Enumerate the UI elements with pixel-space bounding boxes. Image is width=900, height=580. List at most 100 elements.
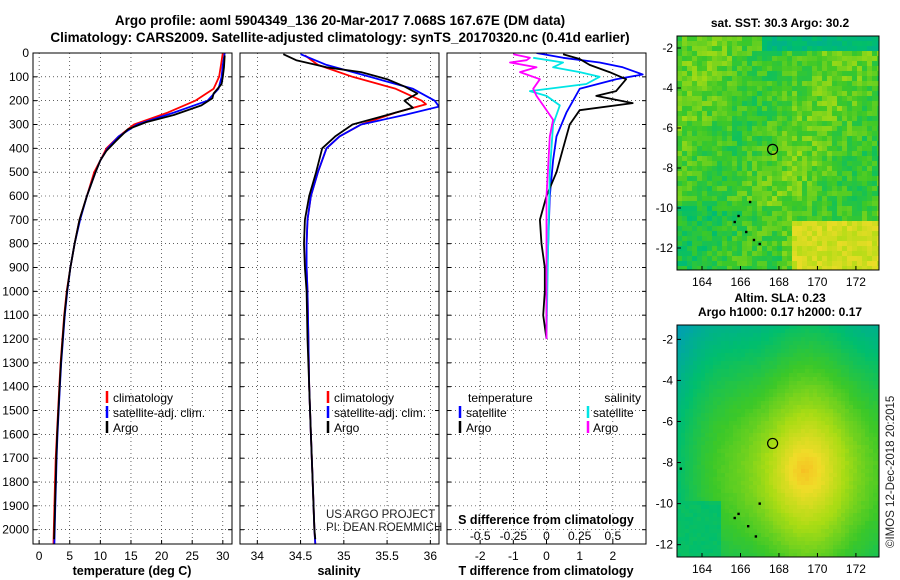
heatmap-cell (849, 385, 854, 390)
heatmap-cell (707, 136, 713, 142)
heatmap-cell (785, 469, 790, 474)
heatmap-cell (709, 481, 714, 486)
heatmap-cell (781, 441, 786, 446)
heatmap-cell (701, 509, 706, 514)
heatmap-cell (837, 141, 843, 147)
heatmap-cell (801, 377, 806, 382)
heatmap-cell (792, 126, 798, 132)
heatmap-cell (753, 513, 758, 518)
heatmap-cell (761, 425, 766, 430)
heatmap-cell (861, 469, 866, 474)
heatmap-cell (829, 433, 834, 438)
heatmap-cell (782, 226, 788, 232)
heatmap-cell (833, 469, 838, 474)
heatmap-cell (857, 151, 863, 157)
heatmap-cell (842, 261, 848, 267)
heatmap-cell (857, 206, 863, 212)
heatmap-cell (733, 413, 738, 418)
heatmap-cell (701, 341, 706, 346)
heatmap-cell (777, 161, 783, 167)
heatmap-cell (793, 429, 798, 434)
sst-map-title: sat. SST: 30.3 Argo: 30.2 (711, 16, 850, 30)
heatmap-cell (842, 131, 848, 137)
heatmap-cell (797, 141, 803, 147)
heatmap-cell (741, 377, 746, 382)
heatmap-cell (762, 71, 768, 77)
heatmap-cell (813, 513, 818, 518)
heatmap-cell (832, 71, 838, 77)
heatmap-cell (872, 76, 878, 82)
heatmap-cell (765, 473, 770, 478)
heatmap-cell (877, 533, 879, 538)
heatmap-cell (729, 493, 734, 498)
heatmap-cell (773, 457, 778, 462)
heatmap-cell (689, 485, 694, 490)
heatmap-cell (767, 171, 773, 177)
heatmap-cell (793, 493, 798, 498)
heatmap-cell (867, 106, 873, 112)
heatmap-cell (777, 529, 782, 534)
heatmap-cell (842, 161, 848, 167)
heatmap-cell (752, 71, 758, 77)
heatmap-cell (722, 91, 728, 97)
heatmap-cell (821, 377, 826, 382)
heatmap-cell (821, 493, 826, 498)
heatmap-cell (782, 181, 788, 187)
heatmap-cell (833, 445, 838, 450)
heatmap-cell (762, 91, 768, 97)
heatmap-cell (793, 509, 798, 514)
heatmap-cell (729, 485, 734, 490)
heatmap-cell (752, 51, 758, 57)
heatmap-cell (817, 161, 823, 167)
heatmap-cell (697, 413, 702, 418)
heatmap-cell (713, 381, 718, 386)
heatmap-cell (789, 481, 794, 486)
heatmap-cell (869, 329, 874, 334)
heatmap-cell (842, 206, 848, 212)
heatmap-cell (809, 469, 814, 474)
heatmap-cell (813, 453, 818, 458)
heatmap-cell (697, 497, 702, 502)
heatmap-cell (701, 445, 706, 450)
heatmap-cell (847, 251, 853, 257)
heatmap-cell (733, 341, 738, 346)
heatmap-cell (747, 51, 753, 57)
heatmap-cell (685, 433, 690, 438)
heatmap-cell (857, 226, 863, 232)
heatmap-cell (861, 421, 866, 426)
heatmap-cell (845, 405, 850, 410)
heatmap-cell (742, 146, 748, 152)
heatmap-cell (749, 477, 754, 482)
heatmap-cell (753, 377, 758, 382)
heatmap-cell (697, 171, 703, 177)
heatmap-cell (702, 161, 708, 167)
heatmap-cell (727, 66, 733, 72)
heatmap-cell (825, 345, 830, 350)
heatmap-cell (787, 246, 793, 252)
heatmap-cell (745, 517, 750, 522)
heatmap-cell (849, 429, 854, 434)
heatmap-cell (693, 409, 698, 414)
heatmap-cell (789, 349, 794, 354)
heatmap-cell (857, 465, 862, 470)
heatmap-cell (717, 369, 722, 374)
heatmap-cell (712, 191, 718, 197)
heatmap-cell (787, 151, 793, 157)
credit-project: US ARGO PROJECT (326, 509, 435, 521)
heatmap-cell (857, 341, 862, 346)
series-line-argo (53, 55, 226, 540)
heatmap-cell (787, 56, 793, 62)
heatmap-cell (757, 166, 763, 172)
heatmap-cell (745, 461, 750, 466)
x-tick-label: 0 (543, 549, 550, 563)
heatmap-cell (829, 453, 834, 458)
heatmap-cell (821, 473, 826, 478)
heatmap-cell (773, 489, 778, 494)
heatmap-cell (812, 176, 818, 182)
heatmap-cell (757, 171, 763, 177)
heatmap-cell (869, 521, 874, 526)
heatmap-cell (845, 373, 850, 378)
heatmap-cell (849, 421, 854, 426)
heatmap-cell (872, 46, 878, 52)
heatmap-cell (745, 377, 750, 382)
